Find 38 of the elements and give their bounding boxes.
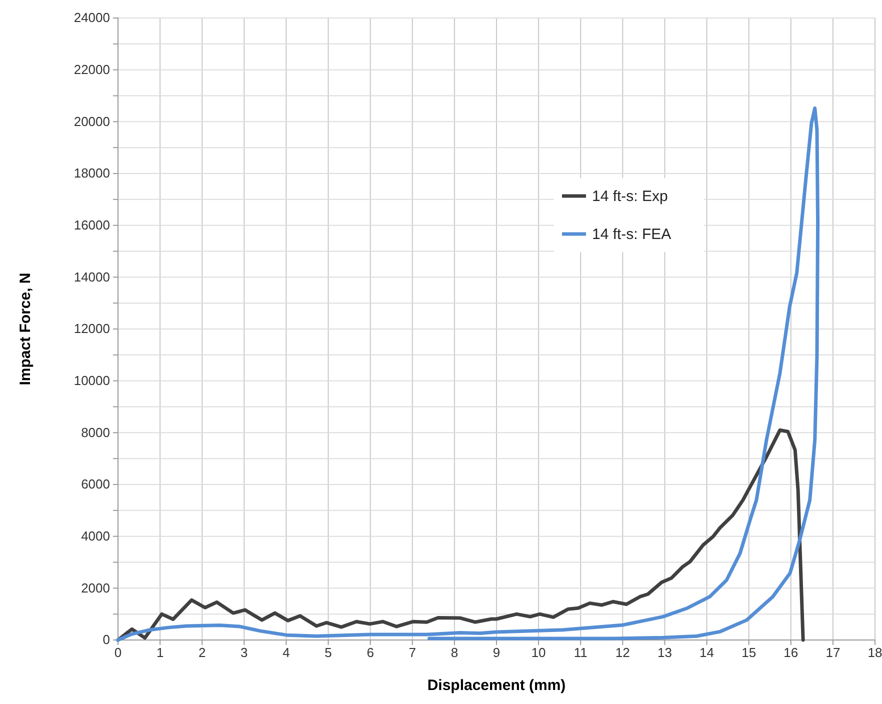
y-tick-label: 12000 bbox=[74, 321, 110, 336]
y-tick-label: 14000 bbox=[74, 269, 110, 284]
line-series bbox=[116, 106, 820, 642]
x-tick-label: 17 bbox=[826, 645, 840, 660]
x-tick-label: 4 bbox=[282, 645, 290, 660]
x-tick-label: 5 bbox=[324, 645, 332, 660]
x-tick-label: 14 bbox=[700, 645, 714, 660]
x-tick-label: 8 bbox=[450, 645, 458, 660]
y-tick-label: 10000 bbox=[74, 372, 110, 388]
x-tick-label: 2 bbox=[198, 645, 206, 660]
x-tick-label: 10 bbox=[531, 645, 546, 660]
y-tick-label: 8000 bbox=[81, 424, 110, 440]
x-tick-label: 7 bbox=[408, 645, 416, 660]
y-tick-label: 16000 bbox=[74, 217, 110, 232]
x-tick-label: 9 bbox=[492, 645, 500, 660]
y-tick-label: 4000 bbox=[81, 528, 110, 544]
legend-label: 14 ft-s: Exp bbox=[592, 188, 668, 205]
y-tick-label: 18000 bbox=[74, 166, 110, 181]
y-tick-label: 22000 bbox=[74, 62, 110, 77]
x-axis-title: Displacement (mm) bbox=[427, 677, 566, 694]
x-tick-label: 13 bbox=[657, 645, 672, 660]
x-tick-label: 11 bbox=[574, 645, 588, 660]
x-tick-label: 18 bbox=[868, 645, 882, 660]
y-tick-label: 6000 bbox=[81, 476, 110, 492]
x-tick-label: 6 bbox=[366, 645, 374, 660]
line-series bbox=[116, 428, 805, 642]
y-tick-label: 0 bbox=[102, 632, 110, 648]
y-axis-title: Impact Force, N bbox=[17, 272, 34, 386]
x-tick-label: 3 bbox=[240, 645, 248, 660]
legend-label: 14 ft-s: FEA bbox=[592, 226, 672, 243]
x-tick-label: 1 bbox=[156, 645, 164, 660]
x-tick-label: 15 bbox=[742, 645, 756, 660]
y-tick-label: 24000 bbox=[74, 10, 110, 26]
x-tick-label: 0 bbox=[114, 645, 122, 660]
x-tick-label: 16 bbox=[784, 645, 798, 660]
y-tick-label: 20000 bbox=[74, 114, 110, 129]
y-tick-label: 2000 bbox=[81, 580, 110, 596]
x-tick-label: 12 bbox=[615, 645, 630, 660]
